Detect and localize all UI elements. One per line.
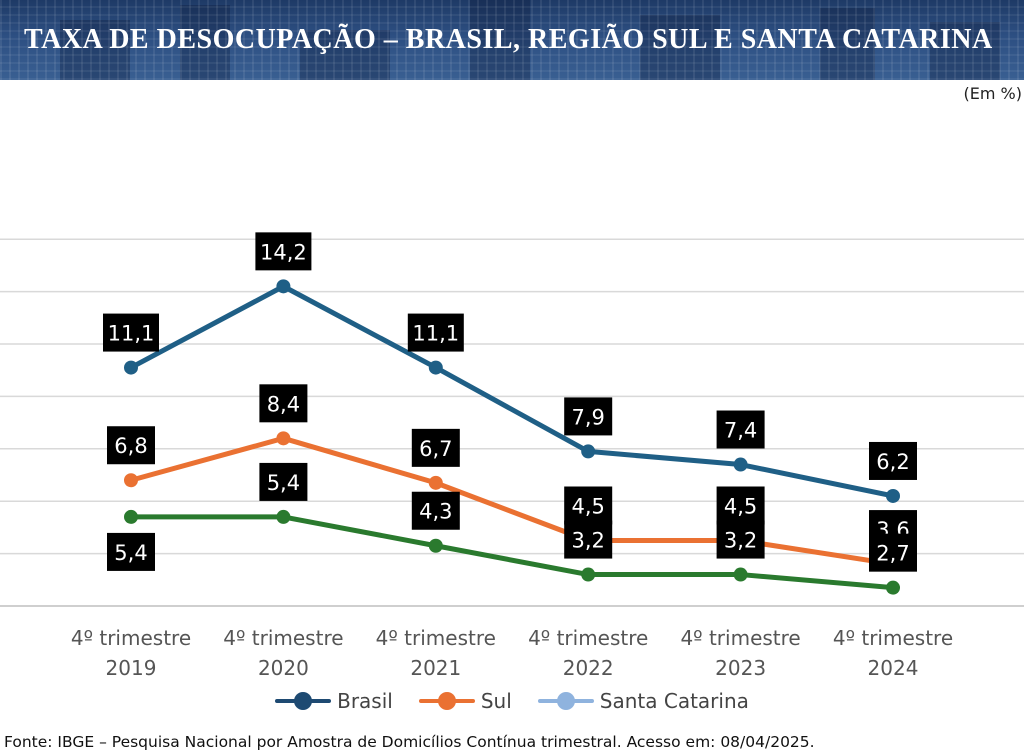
data-label: 5,4: [114, 541, 147, 565]
data-point: [581, 444, 596, 459]
data-point: [276, 509, 291, 524]
data-point: [733, 457, 748, 472]
chart-title: TAXA DE DESOCUPAÇÃO – BRASIL, REGIÃO SUL…: [24, 24, 993, 55]
x-tick-label: 2021: [410, 656, 461, 680]
data-point: [124, 360, 138, 375]
data-label-box: [869, 441, 917, 480]
legend: Brasil Sul Santa Catarina: [0, 686, 1024, 716]
data-label: 6,2: [876, 450, 909, 474]
x-tick-label: 2024: [868, 656, 919, 680]
legend-label: Santa Catarina: [599, 689, 749, 713]
data-label: 5,4: [267, 471, 300, 495]
series-line: [128, 283, 896, 499]
data-point: [428, 360, 443, 375]
data-point: [733, 567, 748, 582]
data-label: 8,4: [267, 392, 300, 416]
source-note: Fonte: IBGE – Pesquisa Nacional por Amos…: [4, 733, 815, 751]
unit-label: (Em %): [963, 84, 1022, 103]
data-point: [124, 509, 138, 524]
data-point: [428, 475, 443, 490]
x-tick-label: 2020: [258, 656, 309, 680]
data-label-box: [107, 532, 155, 571]
data-label: 14,2: [260, 240, 307, 264]
x-tick-label: 2022: [563, 656, 614, 680]
data-label-box: [259, 462, 308, 501]
data-label: 3,2: [571, 529, 604, 553]
data-point: [428, 538, 443, 553]
legend-item: Sul: [418, 689, 512, 713]
data-label-box: [411, 428, 460, 467]
legend-swatch: [537, 691, 594, 711]
data-label: 11,1: [412, 322, 459, 346]
x-tick-label: 4º trimestre: [223, 626, 343, 650]
x-tick-label: 4º trimestre: [833, 626, 953, 650]
data-label-box: [564, 486, 613, 525]
data-label-box: [869, 533, 917, 572]
x-tick-label: 4º trimestre: [71, 626, 191, 650]
data-point: [124, 473, 138, 488]
data-point: [886, 580, 900, 595]
data-point: [886, 488, 900, 503]
legend-label: Brasil: [337, 689, 393, 713]
data-label: 6,8: [114, 434, 147, 458]
data-label-box: [716, 520, 765, 559]
legend-swatch: [418, 691, 475, 711]
data-label: 11,1: [108, 322, 155, 346]
data-point: [276, 279, 291, 294]
data-label-box: [716, 410, 765, 449]
legend-item: Brasil: [275, 689, 393, 713]
series-line: [128, 435, 896, 567]
legend-label: Sul: [480, 689, 512, 713]
data-label-box: [564, 397, 613, 436]
data-label: 4,3: [419, 500, 452, 524]
series-line: [128, 514, 896, 591]
x-tick-label: 4º trimestre: [376, 626, 496, 650]
data-label: 7,4: [724, 419, 757, 443]
data-label-box: [716, 486, 765, 525]
data-label-box: [407, 313, 464, 352]
data-label-box: [103, 313, 159, 352]
data-label: 2,7: [876, 542, 909, 566]
legend-item: Santa Catarina: [537, 689, 749, 713]
data-label-box: [107, 426, 155, 465]
x-tick-label: 4º trimestre: [680, 626, 800, 650]
x-tick-label: 2019: [106, 656, 157, 680]
data-label: 4,5: [571, 495, 604, 519]
line-chart: 4º trimestre 2019 4º trimestre 2020 4º trime…: [0, 232, 1024, 680]
data-label: 4,5: [724, 495, 757, 519]
x-tick-label: 2023: [715, 656, 766, 680]
data-label-box: [259, 384, 308, 423]
data-label-box: [411, 491, 460, 530]
data-label: 3,2: [724, 529, 757, 553]
header-banner: TAXA DE DESOCUPAÇÃO – BRASIL, REGIÃO SUL…: [0, 0, 1024, 80]
data-point: [276, 431, 291, 446]
data-point: [581, 567, 596, 582]
data-label-box: [564, 520, 613, 559]
data-label: 7,9: [571, 405, 604, 429]
x-tick-label: 4º trimestre: [528, 626, 648, 650]
data-label: 6,7: [419, 437, 452, 461]
data-label-box: [255, 232, 312, 271]
legend-swatch: [275, 691, 332, 711]
